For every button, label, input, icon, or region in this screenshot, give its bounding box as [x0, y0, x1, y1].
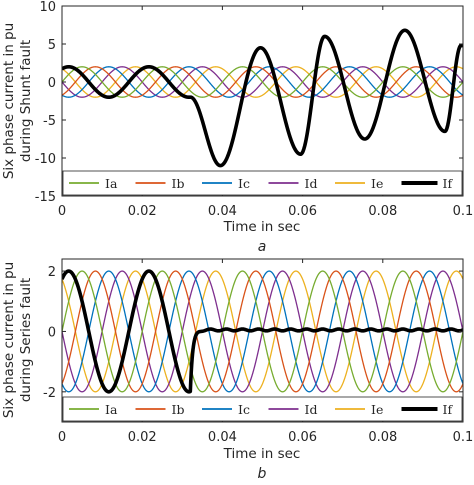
legend-label-ia: Ia: [105, 176, 118, 191]
legend-box: [62, 396, 463, 422]
y-axis-label-a-line1: Six phase current in pu: [1, 23, 17, 179]
x-axis-label-a: Time in sec: [223, 219, 301, 235]
x-tick-label: 0: [58, 430, 66, 445]
y-axis-label-b-line2: during Series fault: [18, 278, 34, 402]
legend-label-ie: Ie: [371, 176, 383, 191]
x-tick-label: 0.1: [453, 430, 474, 445]
x-tick-label: 0.08: [368, 430, 397, 445]
legend-label-ia: Ia: [105, 402, 118, 417]
x-tick-label: 0.1: [453, 204, 474, 219]
series-if-line-b: [62, 269, 463, 394]
legend-label-id: Id: [305, 402, 318, 417]
legend-label-ib: Ib: [172, 402, 185, 417]
legend-label-ic: Ic: [238, 402, 250, 417]
panel-label-b: b: [258, 466, 267, 482]
legend-label-if: If: [443, 402, 454, 417]
y-tick-label: 5: [48, 38, 56, 53]
x-tick-label: 0: [58, 204, 66, 219]
legend-b: Ia Ib Ic Id Ie If: [62, 396, 463, 422]
plot-frame-b: [61, 258, 464, 423]
x-tick-label: 0.06: [288, 204, 317, 219]
x-tick-label: 0.04: [208, 430, 237, 445]
x-tick-label: 0.02: [128, 204, 157, 219]
axis-ticks-a: 0 0.02 0.04 0.06 0.08 0.1 10 5 0 -5 -10 -15: [35, 0, 474, 219]
legend-label-ib: Ib: [172, 176, 185, 191]
x-tick-label: 0.04: [208, 204, 237, 219]
x-tick-label: 0.08: [368, 204, 397, 219]
y-tick-label: -10: [35, 152, 56, 167]
y-tick-label: -15: [35, 190, 56, 205]
x-axis-label-b: Time in sec: [223, 446, 301, 462]
plot-area-a: [62, 6, 463, 196]
chart-b: 0 0.02 0.04 0.06 0.08 0.1 2 0 -2 Ia Ib Ic Id Ie If Ti…: [1, 258, 473, 482]
plot-frame-a: [61, 5, 464, 197]
legend-label-ie: Ie: [371, 402, 383, 417]
y-axis-label-a-line2: during Shunt fault: [18, 40, 34, 162]
axis-ticks-b: 0 0.02 0.04 0.06 0.08 0.1 2 0 -2: [43, 259, 473, 445]
y-tick-label: 0: [48, 325, 56, 340]
plot-area-b: [62, 259, 463, 422]
series-group-b: [62, 269, 463, 394]
x-tick-label: 0.06: [288, 430, 317, 445]
y-tick-label: 2: [48, 265, 56, 280]
y-tick-label: 0: [48, 76, 56, 91]
x-tick-label: 0.02: [128, 430, 157, 445]
y-tick-label: -2: [43, 386, 56, 401]
legend-box: [62, 170, 463, 196]
series-if-line-a: [62, 28, 463, 168]
legend-label-id: Id: [305, 176, 318, 191]
series-ia-line-a: [62, 66, 463, 98]
legend-label-ic: Ic: [238, 176, 250, 191]
y-tick-label: 10: [39, 0, 56, 15]
y-axis-label-b-line1: Six phase current in pu: [1, 262, 17, 418]
legend-label-if: If: [443, 176, 454, 191]
panel-label-a: a: [258, 239, 267, 255]
series-group-a: [62, 28, 463, 168]
y-tick-label: -5: [43, 114, 56, 129]
legend-a: Ia Ib Ic Id Ie If: [62, 170, 463, 196]
